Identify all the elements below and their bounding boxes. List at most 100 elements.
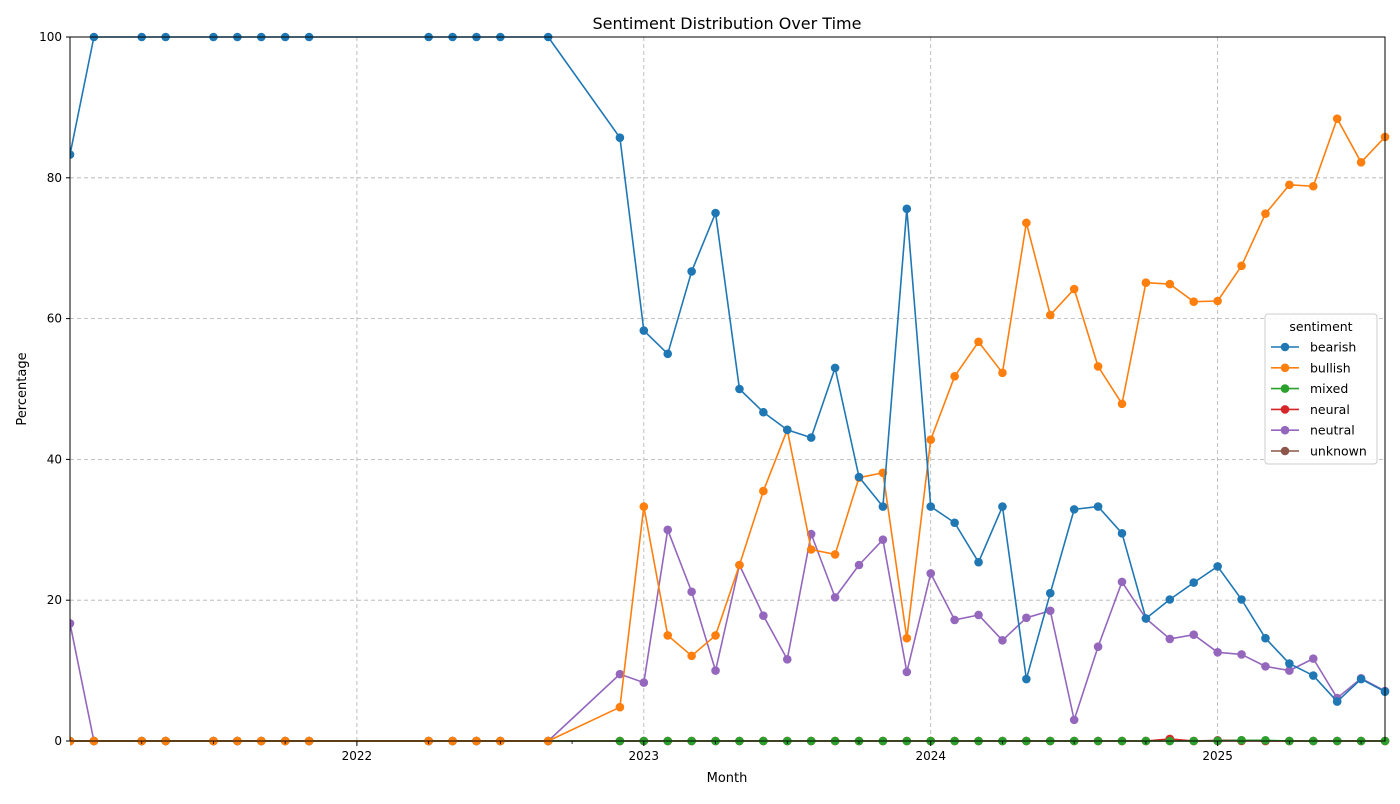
- y-tick-label: 0: [54, 734, 62, 748]
- data-point-bearish: [1189, 578, 1199, 587]
- data-point-bullish: [687, 651, 696, 661]
- data-point-bearish: [1045, 588, 1055, 598]
- data-point-bullish: [926, 435, 936, 444]
- data-point-neutral: [663, 525, 673, 535]
- data-point-bullish: [1093, 362, 1103, 371]
- data-point-neutral: [974, 610, 983, 620]
- data-point-bullish: [1213, 296, 1222, 306]
- legend-title: sentiment: [1289, 319, 1352, 334]
- data-point-bearish: [926, 502, 936, 511]
- data-point-bullish: [950, 372, 959, 381]
- y-tick-label: 80: [47, 171, 62, 185]
- legend-item-unknown: unknown: [1271, 444, 1367, 459]
- data-point-bullish: [1189, 297, 1199, 307]
- data-point-bullish: [1069, 284, 1079, 294]
- data-point-mixed: [1261, 735, 1270, 745]
- data-point-bearish: [639, 326, 649, 335]
- legend-marker: [1280, 384, 1290, 393]
- data-point-bearish: [1069, 505, 1079, 514]
- data-point-neutral: [854, 560, 864, 570]
- data-point-neutral: [1189, 630, 1199, 639]
- data-point-neutral: [998, 636, 1007, 645]
- data-point-bearish: [998, 502, 1007, 511]
- data-point-bearish: [854, 472, 864, 482]
- legend-item-bullish: bullish: [1271, 360, 1351, 375]
- data-point-bearish: [1213, 562, 1222, 571]
- data-point-neutral: [1165, 634, 1175, 644]
- data-point-neutral: [1117, 577, 1127, 587]
- data-point-neutral: [1213, 647, 1222, 657]
- legend-item-neural: neural: [1271, 402, 1350, 417]
- data-point-bearish: [1356, 674, 1366, 684]
- data-point-bullish: [663, 631, 673, 640]
- data-point-bullish: [1308, 181, 1318, 191]
- y-tick-label: 40: [47, 452, 62, 466]
- data-point-bearish: [1022, 674, 1031, 684]
- data-point-neutral: [70, 619, 75, 628]
- legend-item-bearish: bearish: [1271, 340, 1356, 355]
- axis-ticks: 0 20 40 60 80 100 2022 2023 2024 2025: [39, 30, 1362, 763]
- data-point-bearish: [711, 208, 720, 218]
- legend-label: unknown: [1310, 444, 1367, 459]
- data-point-neutral: [759, 611, 768, 620]
- data-point-neutral: [639, 678, 649, 687]
- data-point-bearish: [1165, 595, 1175, 604]
- legend-label: bullish: [1310, 360, 1351, 375]
- data-point-neutral: [1093, 642, 1103, 651]
- x-tick-label: 2025: [1202, 749, 1233, 763]
- data-point-bearish: [950, 518, 959, 528]
- data-point-bullish: [1332, 114, 1342, 123]
- data-point-bearish: [1261, 633, 1270, 643]
- legend-label: neural: [1310, 402, 1350, 417]
- x-tick-label: 2023: [629, 749, 660, 763]
- data-point-neutral: [687, 587, 696, 597]
- data-point-neutral: [1285, 666, 1294, 675]
- data-point-bearish: [1093, 502, 1103, 511]
- data-point-bullish: [1285, 180, 1294, 190]
- data-point-bearish: [1117, 529, 1127, 538]
- data-point-neutral: [830, 593, 840, 602]
- data-point-bullish: [735, 560, 744, 570]
- data-point-bullish: [974, 337, 983, 347]
- data-point-bullish: [1237, 261, 1246, 271]
- data-point-neutral: [711, 666, 720, 675]
- data-point-neutral: [1045, 606, 1055, 616]
- data-point-neutral: [950, 615, 959, 625]
- data-point-bearish: [974, 557, 983, 567]
- legend-item-neutral: neutral: [1271, 423, 1355, 438]
- plot-frame: [69, 36, 1386, 742]
- y-tick-label: 20: [47, 593, 62, 607]
- data-point-bearish: [1285, 659, 1294, 668]
- legend-label: neutral: [1310, 423, 1355, 438]
- data-point-bullish: [1141, 278, 1151, 287]
- data-point-bearish: [830, 363, 840, 373]
- data-point-bearish: [615, 133, 625, 142]
- data-point-bullish: [1045, 310, 1055, 320]
- data-point-mixed: [1237, 735, 1246, 745]
- y-tick-label: 60: [47, 312, 62, 326]
- data-point-neutral: [615, 669, 625, 679]
- data-point-bullish: [1261, 209, 1270, 219]
- data-point-neutral: [782, 655, 792, 664]
- data-point-bearish: [1332, 697, 1342, 706]
- data-point-neutral: [878, 535, 888, 544]
- data-point-bullish: [1165, 279, 1175, 289]
- data-point-bearish: [687, 267, 696, 276]
- data-point-bearish: [878, 502, 888, 511]
- legend: sentiment bearish bullish mixed neural neutr…: [1264, 313, 1378, 465]
- legend-label: bearish: [1310, 340, 1356, 355]
- data-point-bullish: [1117, 399, 1127, 409]
- data-point-bullish: [615, 702, 625, 712]
- data-point-bearish: [70, 150, 75, 159]
- data-point-bearish: [735, 384, 744, 394]
- data-point-bullish: [902, 633, 912, 643]
- data-point-bullish: [759, 486, 768, 496]
- data-point-bullish: [1022, 218, 1031, 228]
- data-point-neutral: [1261, 662, 1270, 671]
- data-point-bearish: [806, 433, 816, 442]
- data-point-neutral: [902, 667, 912, 677]
- data-point-bearish: [902, 204, 912, 214]
- legend-marker: [1280, 446, 1290, 456]
